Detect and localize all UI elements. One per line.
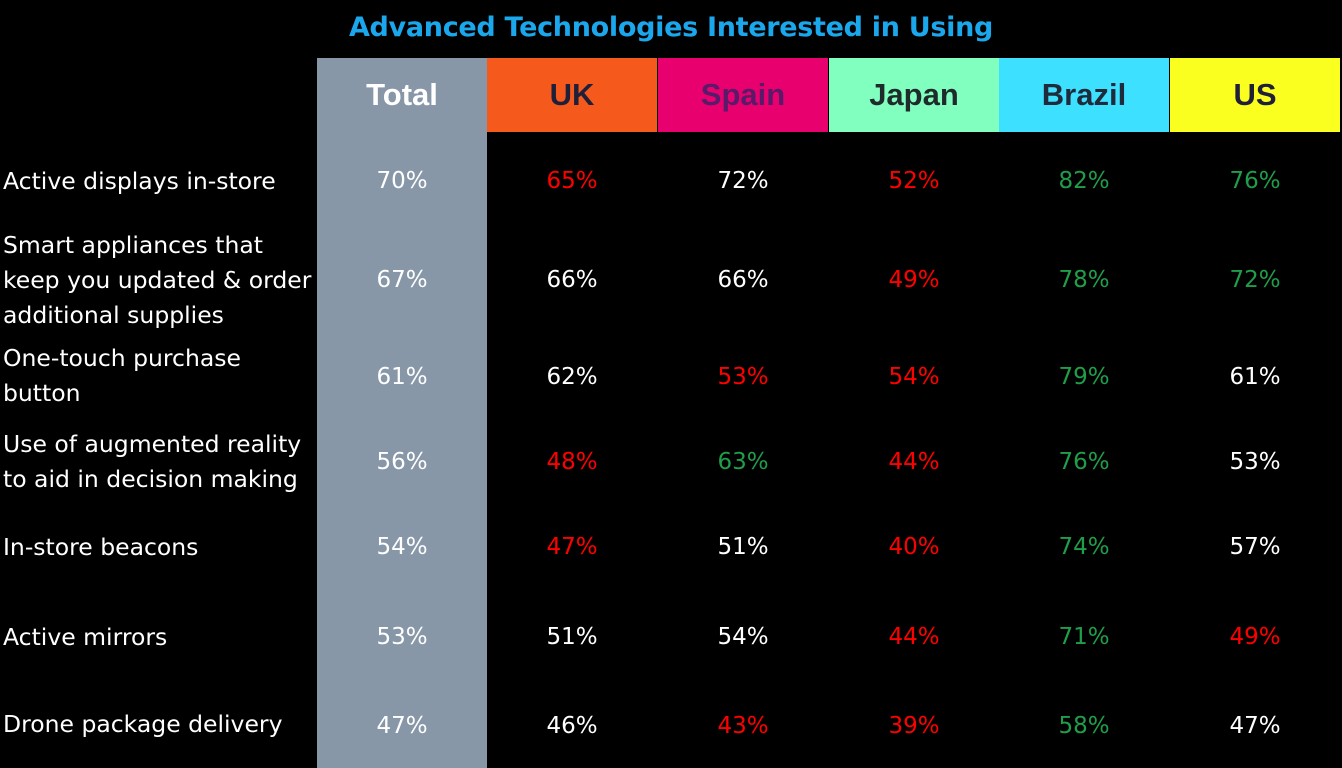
- value-cell-brazil: 58%: [1058, 713, 1110, 739]
- row-label: One-touch purchase button: [3, 340, 317, 412]
- total-column-band: [317, 58, 487, 768]
- row-label: Smart appliances that keep you updated & …: [3, 230, 317, 330]
- row-label: Drone package delivery: [3, 680, 317, 768]
- value-cell-japan: 44%: [888, 449, 940, 475]
- column-header-brazil: Brazil: [999, 58, 1169, 132]
- value-cell-spain: 51%: [717, 534, 769, 560]
- row-label-text: In-store beacons: [3, 532, 199, 561]
- value-cell-japan: 49%: [888, 267, 940, 293]
- row-label-text: Active mirrors: [3, 622, 168, 651]
- value-cell-spain: 63%: [717, 449, 769, 475]
- value-cell-japan: 40%: [888, 534, 940, 560]
- value-cell-japan: 44%: [888, 624, 940, 650]
- value-cell-us: 61%: [1229, 364, 1281, 390]
- value-cell-total: 70%: [376, 168, 428, 194]
- value-cell-total: 54%: [376, 534, 428, 560]
- value-cell-total: 56%: [376, 449, 428, 475]
- value-cell-us: 76%: [1229, 168, 1281, 194]
- row-label-line: keep you updated & order: [3, 265, 312, 294]
- value-cell-total: 61%: [376, 364, 428, 390]
- value-cell-uk: 62%: [546, 364, 598, 390]
- row-label: Use of augmented reality to aid in decisi…: [3, 425, 317, 499]
- value-cell-total: 67%: [376, 267, 428, 293]
- value-cell-us: 47%: [1229, 713, 1281, 739]
- value-cell-brazil: 74%: [1058, 534, 1110, 560]
- row-label-text: One-touch purchase button: [3, 341, 241, 411]
- value-cell-spain: 72%: [717, 168, 769, 194]
- value-cell-us: 49%: [1229, 624, 1281, 650]
- value-cell-brazil: 76%: [1058, 449, 1110, 475]
- value-cell-spain: 43%: [717, 713, 769, 739]
- row-label-line: One-touch purchase: [3, 344, 241, 372]
- value-cell-us: 53%: [1229, 449, 1281, 475]
- value-cell-uk: 48%: [546, 449, 598, 475]
- value-cell-brazil: 79%: [1058, 364, 1110, 390]
- value-cell-brazil: 71%: [1058, 624, 1110, 650]
- value-cell-japan: 54%: [888, 364, 940, 390]
- row-label-text: Active displays in-store: [3, 166, 276, 195]
- value-cell-spain: 53%: [717, 364, 769, 390]
- column-header-uk: UK: [487, 58, 657, 132]
- row-label: Active displays in-store: [3, 132, 317, 230]
- value-cell-total: 47%: [376, 713, 428, 739]
- row-label: In-store beacons: [3, 500, 317, 594]
- value-cell-japan: 39%: [888, 713, 940, 739]
- value-cell-brazil: 78%: [1058, 267, 1110, 293]
- row-label-text: Use of augmented reality to aid in decisi…: [3, 427, 301, 497]
- value-cell-spain: 66%: [717, 267, 769, 293]
- row-label-line: button: [3, 379, 81, 407]
- row-label-line: to aid in decision making: [3, 465, 298, 493]
- value-cell-spain: 54%: [717, 624, 769, 650]
- row-label-text: Drone package delivery: [3, 709, 283, 738]
- column-header-japan: Japan: [829, 58, 999, 132]
- value-cell-total: 53%: [376, 624, 428, 650]
- value-cell-japan: 52%: [888, 168, 940, 194]
- column-header-us: US: [1170, 58, 1340, 132]
- row-label: Active mirrors: [3, 594, 317, 680]
- value-cell-us: 72%: [1229, 267, 1281, 293]
- value-cell-uk: 66%: [546, 267, 598, 293]
- chart-title: Advanced Technologies Interested in Usin…: [348, 12, 994, 43]
- value-cell-uk: 47%: [546, 534, 598, 560]
- row-label-line: Smart appliances that: [3, 230, 263, 259]
- value-cell-us: 57%: [1229, 534, 1281, 560]
- row-label-text: Smart appliances that keep you updated & …: [3, 228, 311, 333]
- row-label-line: additional supplies: [3, 300, 224, 329]
- column-header-spain: Spain: [658, 58, 828, 132]
- value-cell-uk: 46%: [546, 713, 598, 739]
- column-header-total: Total: [317, 58, 487, 132]
- value-cell-uk: 51%: [546, 624, 598, 650]
- value-cell-brazil: 82%: [1058, 168, 1110, 194]
- value-cell-uk: 65%: [546, 168, 598, 194]
- row-label-line: Use of augmented reality: [3, 430, 302, 458]
